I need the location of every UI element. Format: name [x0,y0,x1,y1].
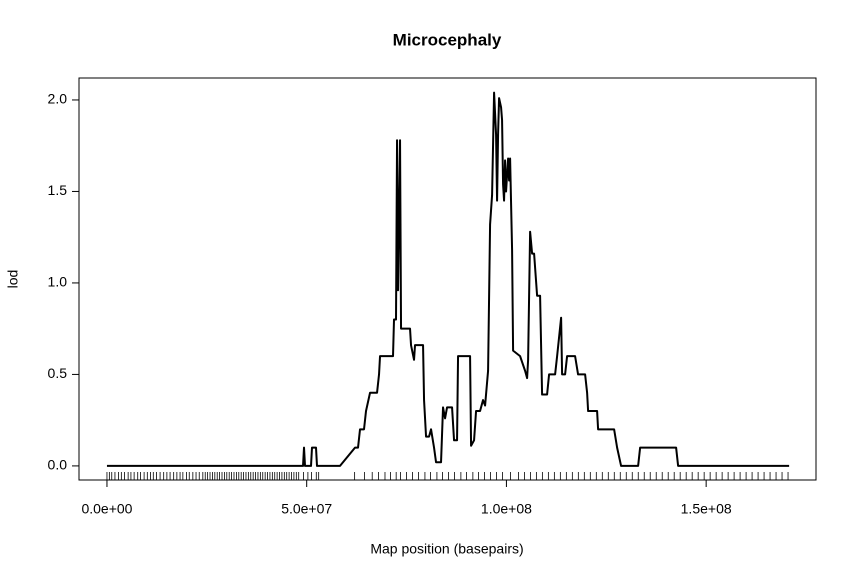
y-tick-label: 1.5 [48,182,68,198]
x-axis-label: Map position (basepairs) [370,541,523,557]
y-tick-label: 0.0 [48,457,68,473]
plot-frame [78,77,817,481]
x-tick-label: 0.0e+00 [81,501,132,517]
x-tick-label: 5.0e+07 [281,501,332,517]
y-axis-label: lod [5,270,21,289]
lod-line [106,91,790,467]
y-tick-label: 2.0 [48,91,68,107]
y-tick-label: 0.5 [48,365,68,381]
x-tick-label: 1.5e+08 [681,501,732,517]
y-tick-label: 1.0 [48,274,68,290]
chart-title: Microcephaly [393,30,502,49]
x-tick-label: 1.0e+08 [481,501,532,517]
